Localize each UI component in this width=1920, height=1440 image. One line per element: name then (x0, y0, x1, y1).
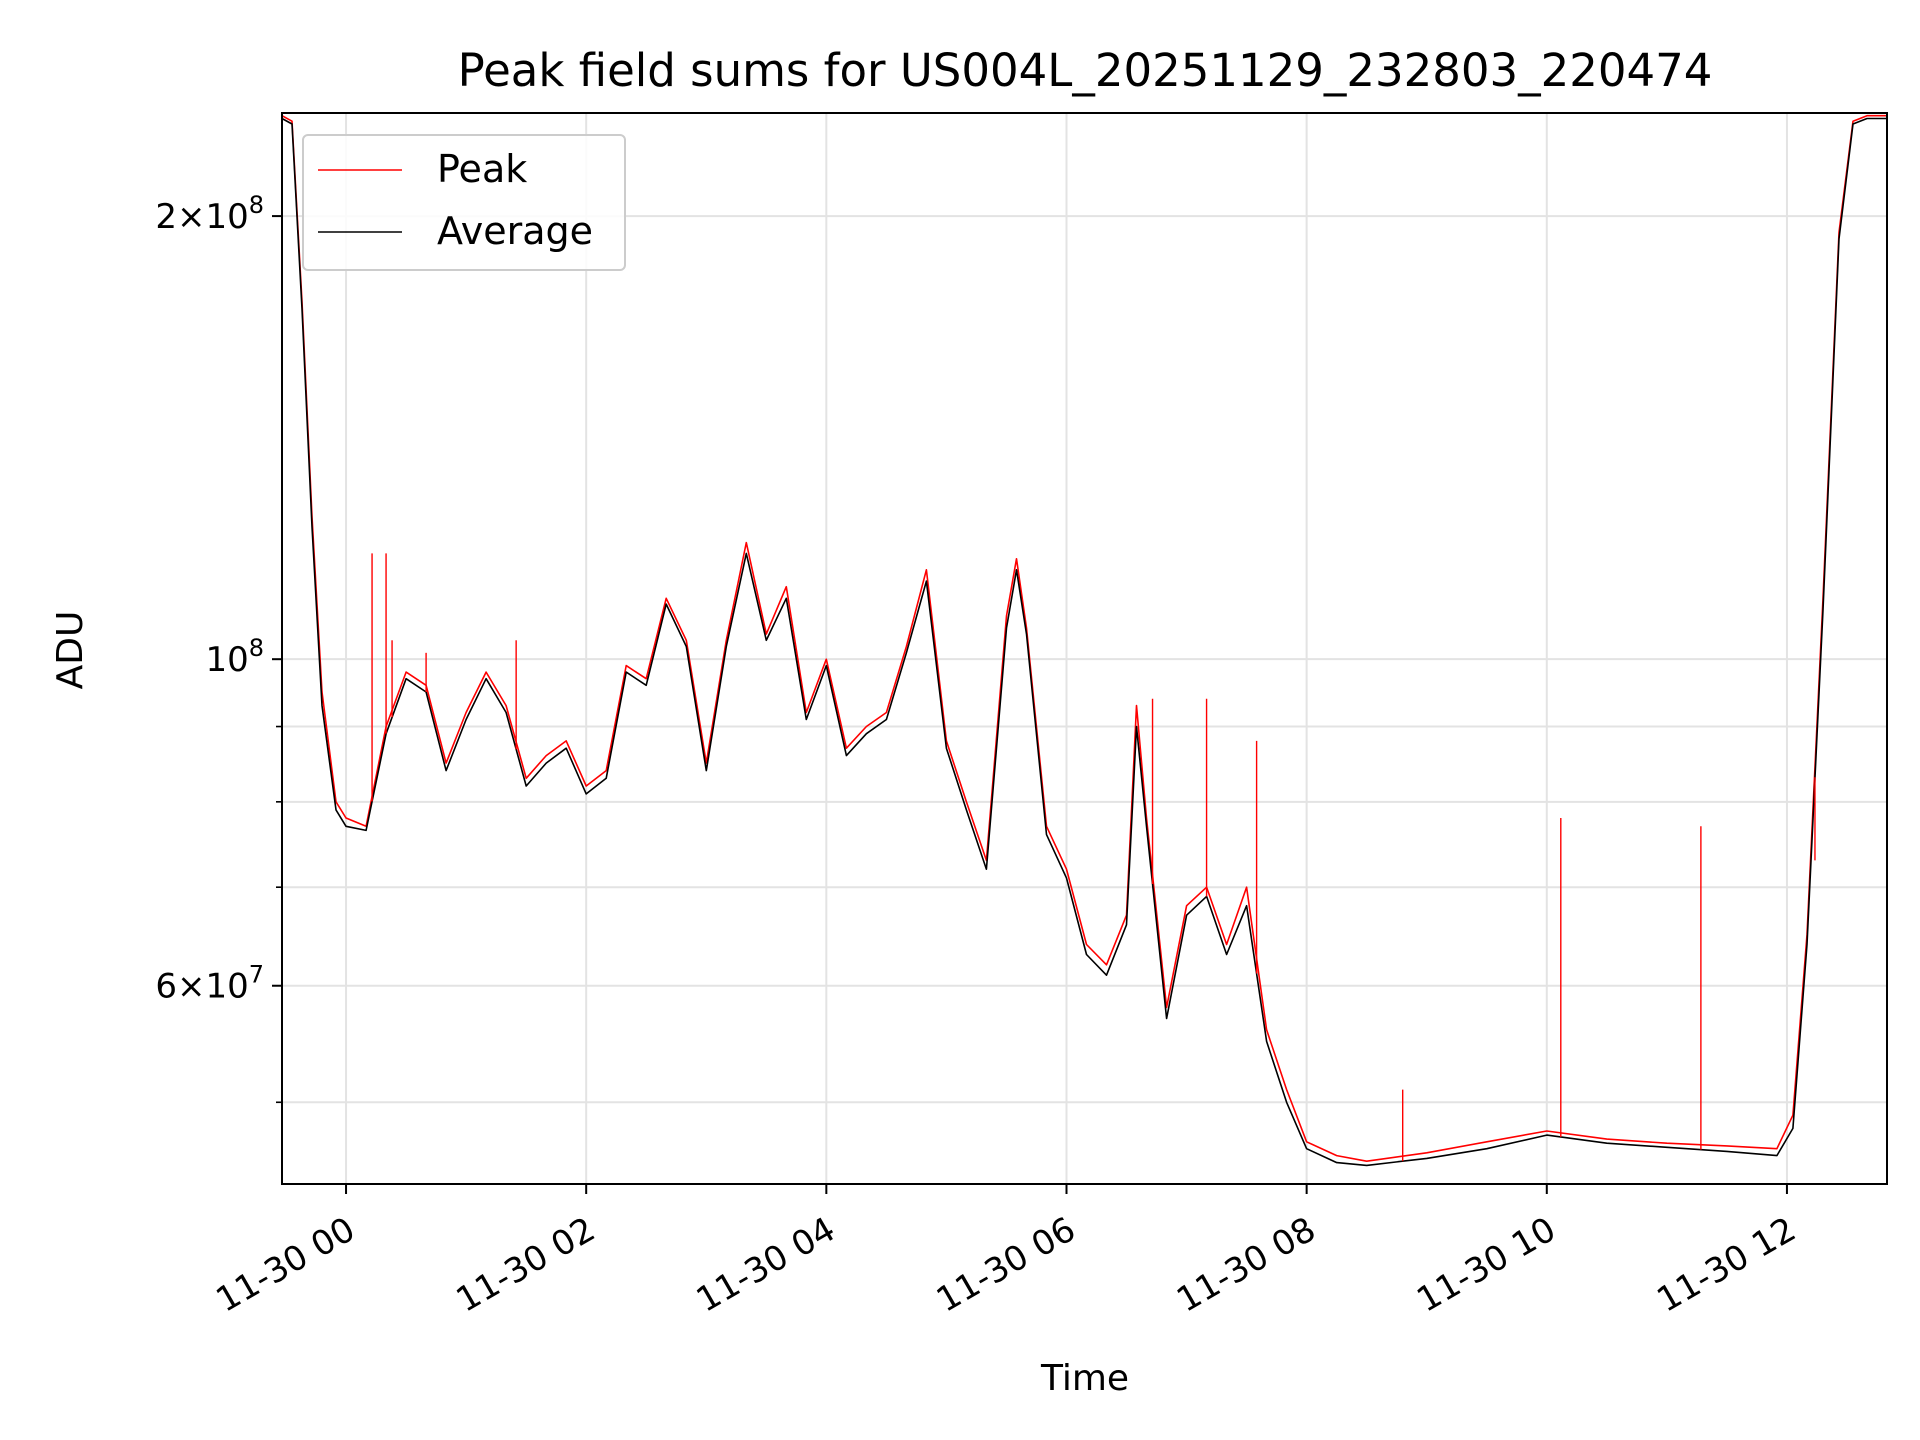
y-tick-label: 6×107 (155, 961, 264, 1007)
series-line-peak (281, 114, 1887, 1162)
y-tick-label: 108 (205, 634, 264, 680)
series-line-average (281, 117, 1887, 1167)
chart-title: Peak field sums for US004L_20251129_2328… (458, 44, 1713, 97)
grid (282, 113, 1887, 1184)
y-axis-label: ADU (50, 611, 91, 690)
legend-label-peak: Peak (437, 147, 527, 191)
series-layer (281, 114, 1887, 1167)
y-tick-label: 2×108 (155, 191, 264, 237)
x-axis-label: Time (1040, 1358, 1129, 1399)
plot-frame (281, 112, 1888, 1185)
legend-label-average: Average (437, 209, 593, 253)
legend-box (302, 134, 626, 271)
legend: Peak Average (302, 134, 626, 271)
